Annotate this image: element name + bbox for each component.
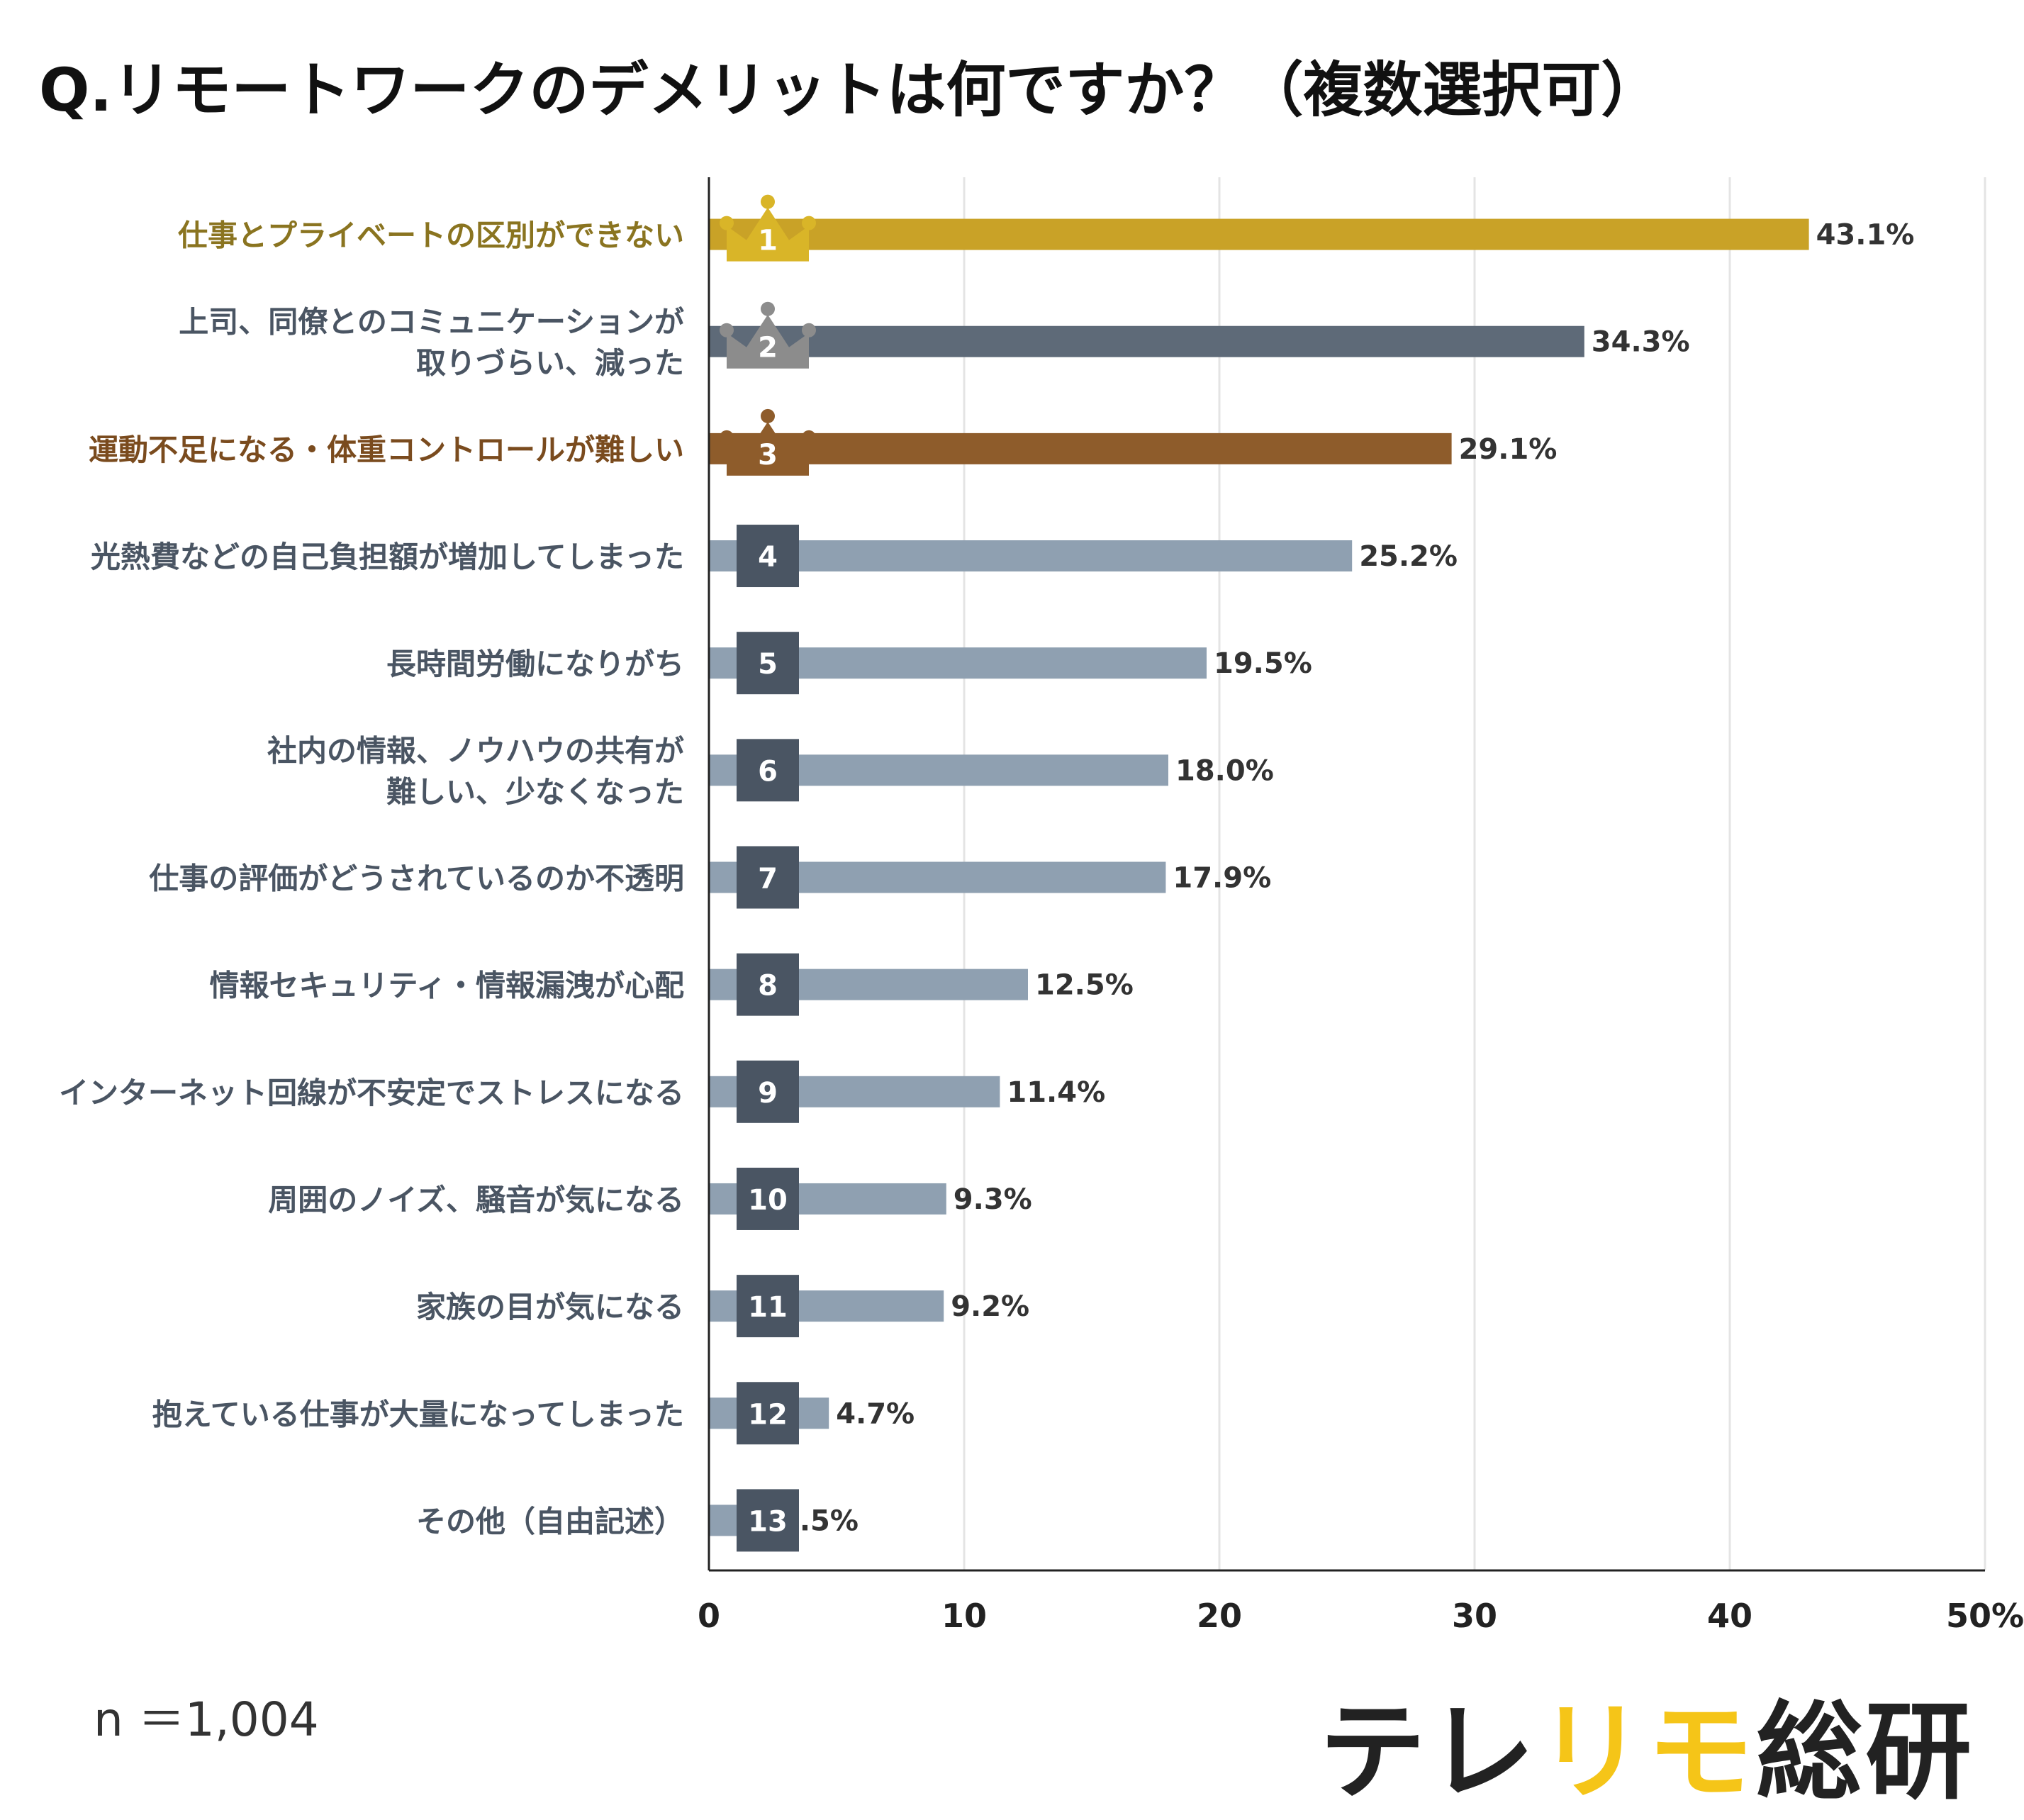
x-tick-label: 0 [698,1597,720,1635]
rank-badge [737,846,799,909]
data-label: 9.3% [954,1183,1032,1216]
rank-badge [737,1382,799,1445]
rank-badge [737,1489,799,1552]
brand-part-2: リモ [1537,1691,1756,1814]
category-label: 取りづらい、減った [416,346,684,381]
category-label: 情報セキュリティ・情報漏洩が心配 [210,968,684,1003]
data-label: 18.0% [1175,754,1274,787]
bar [709,432,1452,464]
data-label: 4.7% [836,1397,915,1430]
category-label: 家族の目が気になる [416,1290,684,1324]
category-label: 難しい、少なくなった [386,774,684,809]
crown-icon [727,421,809,476]
sample-size-label: n ＝1,004 [94,1692,319,1747]
rank-number: 4 [758,541,778,574]
category-label: 光熱費などの自己負担額が増加してしまった [91,540,684,574]
bar-chart: 43.1% 仕事とプライベートの区別ができない 1 34.3% 上司、同僚とのコミュニケ… [59,177,2024,1635]
rank-badge [737,1275,799,1338]
rank-badge [737,953,799,1016]
data-label: 43.1% [1816,219,1915,252]
rank-number: 3 [758,439,778,471]
crown-icon [727,207,809,262]
rank-number: 5 [758,648,778,681]
x-tick-label: 50% [1946,1597,2024,1635]
crown-jewel-icon [761,301,775,316]
x-tick-label: 20 [1197,1597,1242,1635]
rank-badge [737,1167,799,1230]
x-tick-label: 10 [941,1597,987,1635]
crown-jewel-icon [761,408,775,423]
rank-number: 11 [748,1291,788,1324]
rank-badge [737,739,799,802]
category-label: 上司、同僚とのコミュニケーションが [179,305,684,340]
rank-number: 2 [758,332,778,364]
bar [709,540,1353,572]
data-label: 25.2% [1359,540,1458,573]
crown-jewel-icon [802,216,816,230]
category-label: 仕事の評価がどうされているのか不透明 [149,861,684,896]
rank-number: 12 [748,1398,788,1431]
data-label: 29.1% [1459,433,1558,466]
data-label: 17.9% [1173,862,1271,895]
category-label: その他（自由記述） [416,1504,684,1539]
crown-jewel-icon [720,323,734,337]
rank-badge [737,525,799,588]
x-tick-label: 30 [1452,1597,1497,1635]
data-label: 11.4% [1007,1076,1105,1109]
crown-jewel-icon [720,430,734,445]
x-tick-label: 40 [1707,1597,1752,1635]
category-label: インターネット回線が不安定でストレスになる [59,1076,684,1110]
data-label: 34.3% [1592,326,1690,359]
brand-part-3: 総研 [1755,1691,1974,1814]
rank-number: 8 [758,970,778,1003]
category-label: 運動不足になる・体重コントロールが難しい [89,432,684,467]
rank-number: 10 [748,1184,788,1217]
brand-logo: テレリモ総研 [1319,1666,1974,1820]
rank-badge [737,1060,799,1123]
data-label: 19.5% [1214,647,1312,680]
category-label: 仕事とプライベートの区別ができない [178,218,684,253]
rank-badge [737,632,799,695]
brand-part-1: テレ [1319,1691,1538,1814]
crown-jewel-icon [761,194,775,209]
chart-title: Q.リモートワークのデメリットは何ですか？（複数選択可） [39,55,1661,125]
bar [709,218,1809,250]
rank-number: 13 [748,1505,788,1538]
rank-number: 6 [758,755,778,788]
category-label: 周囲のノイズ、騒音が気になる [268,1183,684,1217]
data-label: 12.5% [1035,969,1134,1002]
category-label: 社内の情報、ノウハウの共有が [267,733,684,768]
crown-jewel-icon [802,430,816,445]
rank-number: 9 [758,1077,778,1110]
crown-icon [727,314,809,369]
crown-jewel-icon [720,216,734,230]
data-label: 9.2% [951,1290,1029,1323]
bar [709,325,1584,357]
rank-number: 1 [758,225,778,257]
rank-number: 7 [758,863,778,895]
category-label: 抱えている仕事が大量になってしまった [152,1397,684,1431]
crown-jewel-icon [802,323,816,337]
category-label: 長時間労働になりがち [386,647,684,681]
